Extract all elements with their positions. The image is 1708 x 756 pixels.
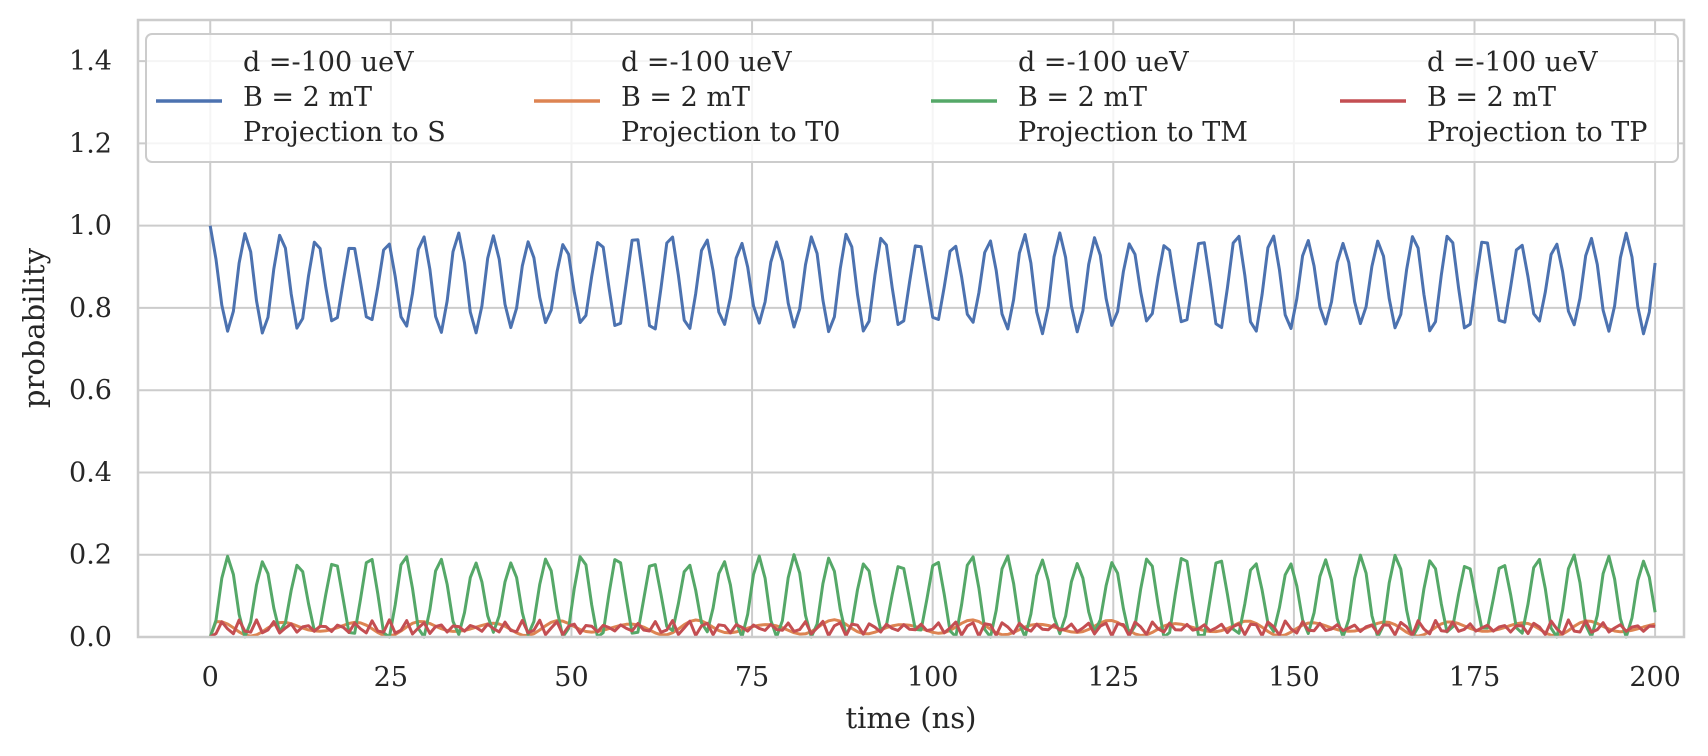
legend-entry: d =-100 ueV B = 2 mT Projection to TM bbox=[931, 47, 1248, 148]
y-tick-label: 0.4 bbox=[69, 457, 112, 488]
y-axis-ticks: 0.0 0.2 0.4 0.6 0.8 1.0 1.2 1.4 bbox=[69, 46, 112, 653]
y-tick-label: 0.8 bbox=[69, 293, 112, 324]
x-tick-label: 0 bbox=[202, 662, 219, 693]
series-layer bbox=[208, 225, 1657, 639]
legend-entry: d =-100 ueV B = 2 mT Projection to T0 bbox=[534, 47, 840, 148]
x-axis-ticks: 0 25 50 75 100 125 150 175 200 bbox=[202, 662, 1681, 693]
x-tick-label: 200 bbox=[1629, 662, 1681, 693]
series-line-3 bbox=[209, 618, 1656, 639]
y-tick-label: 1.4 bbox=[69, 46, 112, 77]
legend-entry: d =-100 ueV B = 2 mT Projection to S bbox=[156, 47, 446, 148]
x-tick-label: 150 bbox=[1268, 662, 1320, 693]
x-tick-label: 125 bbox=[1088, 662, 1140, 693]
legend-label: d =-100 ueV bbox=[1427, 47, 1598, 78]
x-tick-label: 25 bbox=[374, 662, 408, 693]
legend-label: B = 2 mT bbox=[1427, 82, 1556, 113]
x-axis-label: time (ns) bbox=[846, 701, 977, 735]
y-tick-label: 1.2 bbox=[69, 128, 112, 159]
x-tick-label: 100 bbox=[907, 662, 959, 693]
legend-entry: d =-100 ueV B = 2 mT Projection to TP bbox=[1340, 47, 1647, 148]
legend-label: Projection to T0 bbox=[621, 117, 840, 148]
x-tick-label: 175 bbox=[1449, 662, 1501, 693]
y-tick-label: 0.2 bbox=[69, 540, 112, 571]
legend-label: B = 2 mT bbox=[1018, 82, 1147, 113]
legend-frame bbox=[145, 33, 1679, 163]
legend-label: d =-100 ueV bbox=[621, 47, 792, 78]
x-tick-label: 50 bbox=[554, 662, 588, 693]
legend-label: d =-100 ueV bbox=[243, 47, 414, 78]
legend-label: Projection to TM bbox=[1018, 117, 1248, 148]
y-tick-label: 0.6 bbox=[69, 375, 112, 406]
y-tick-label: 1.0 bbox=[69, 211, 112, 242]
legend-label: Projection to S bbox=[243, 117, 446, 148]
x-tick-label: 75 bbox=[735, 662, 769, 693]
series-line-0 bbox=[208, 225, 1657, 336]
y-axis-label: probability bbox=[17, 247, 51, 408]
plot-frame bbox=[136, 18, 1686, 639]
legend-label: Projection to TP bbox=[1427, 117, 1647, 148]
y-tick-label: 0.0 bbox=[69, 622, 112, 653]
legend-label: B = 2 mT bbox=[243, 82, 372, 113]
legend-label: B = 2 mT bbox=[621, 82, 750, 113]
legend-label: d =-100 ueV bbox=[1018, 47, 1189, 78]
